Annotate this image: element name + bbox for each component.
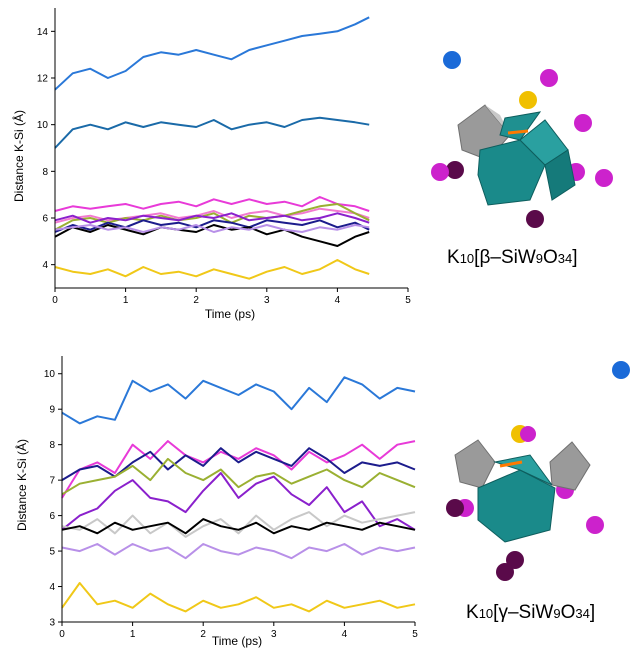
chart-beta-xtick-label: 4	[335, 295, 341, 306]
chart-gamma-ytick-label: 4	[49, 582, 55, 593]
formula-beta-open: [	[474, 247, 480, 268]
chart-beta-series-navy-line	[54, 219, 370, 233]
chart-beta-xtick-label: 2	[193, 295, 199, 306]
chart-beta-xtick-label: 5	[405, 295, 411, 306]
formula-beta-isomer: β	[479, 247, 491, 268]
chart-gamma-axes: 0 1 2 3 4 5 3 4 5 6 7 8 9 10	[44, 356, 418, 640]
molecule-gamma-illustration	[446, 361, 630, 581]
chart-beta-ytick-label: 4	[42, 260, 48, 271]
polyhedron-grey-gamma-2	[549, 441, 591, 491]
chart-beta-series-group	[54, 16, 370, 280]
formula-gamma-isomer: γ	[498, 602, 508, 623]
chart-gamma-ylabel: Distance K-Si (Å)	[14, 439, 29, 531]
chart-gamma-series-olive-line	[61, 457, 416, 496]
sphere-blue-beta	[443, 51, 461, 69]
sphere-magenta-beta-3	[446, 161, 464, 179]
chart-beta-xlabel: Time (ps)	[205, 307, 255, 321]
formula-gamma-prefix-sub: 10	[478, 606, 494, 621]
formula-beta-dash: –	[490, 247, 501, 268]
polyhedron-teal-beta-3	[544, 149, 576, 201]
chart-gamma-xtick-label: 4	[342, 629, 348, 640]
formula-gamma-body1: SiW	[518, 602, 554, 623]
formula-beta-label: K10[β–SiW9O34]	[447, 247, 578, 269]
chart-beta-ytick-label: 10	[37, 120, 49, 131]
sphere-dark-gamma-1	[446, 499, 464, 517]
sphere-magenta-gamma-1	[520, 426, 536, 442]
formula-beta-prefix-sub: 10	[459, 251, 475, 266]
formula-gamma-close: ]	[589, 602, 596, 623]
formula-beta-sub2: 34	[557, 251, 573, 266]
sphere-yellow-beta	[519, 91, 537, 109]
chart-gamma-series-lavender-line	[61, 543, 416, 560]
chart-beta-ylabel: Distance K-Si (Å)	[11, 110, 26, 202]
chart-beta-ytick-label: 6	[42, 214, 48, 225]
chart-gamma-series-group	[61, 376, 416, 613]
chart-gamma-ytick-label: 7	[49, 476, 55, 487]
chart-gamma-xtick-label: 3	[271, 629, 277, 640]
chart-beta-xtick-label: 0	[52, 295, 58, 306]
chart-gamma-series-grey-line	[61, 511, 416, 538]
formula-beta-body2: O	[543, 247, 558, 268]
formula-beta-close: ]	[572, 247, 578, 268]
chart-beta-series-yellow-line	[54, 259, 370, 280]
polyhedron-grey-gamma-1	[454, 439, 496, 489]
formula-gamma-prefix: K	[466, 602, 479, 623]
chart-beta-ytick-label: 14	[37, 27, 49, 38]
bond-orange-gamma	[499, 460, 523, 468]
chart-beta-xtick-label: 3	[264, 295, 270, 306]
chart-beta-series-purple-line	[54, 212, 370, 224]
sphere-magenta-beta-1	[540, 69, 558, 87]
formula-gamma-sub2: 34	[575, 606, 590, 621]
bond-orange-beta	[507, 129, 529, 135]
chart-gamma-ytick-label: 10	[44, 369, 56, 380]
chart-beta-series-pink_light-line	[54, 207, 370, 224]
formula-gamma-body2: O	[560, 602, 576, 623]
chart-beta-ytick-label: 12	[37, 74, 49, 85]
chart-gamma-series-black-line	[61, 518, 416, 535]
chart-gamma-ytick-label: 3	[49, 618, 55, 629]
formula-gamma-sub1: 9	[553, 606, 561, 621]
chart-beta-series-magenta-line	[54, 196, 370, 212]
chart-beta-series-lavender-line	[54, 224, 370, 233]
chart-gamma-ytick-label: 5	[49, 547, 55, 558]
chart-gamma-ytick-label: 8	[49, 440, 55, 451]
chart-gamma-xtick-label: 1	[130, 629, 136, 640]
sphere-magenta-gamma-4	[586, 516, 604, 534]
sphere-magenta-beta-4	[431, 163, 449, 181]
sphere-dark-gamma-2	[506, 551, 524, 569]
chart-beta-series-blue_dark-line	[54, 116, 370, 149]
chart-gamma-ytick-label: 9	[49, 405, 55, 416]
chart-gamma-series-yellow-line	[61, 582, 416, 613]
molecule-beta-illustration	[431, 51, 613, 228]
chart-beta-series-blue_light-line	[54, 16, 370, 91]
chart-gamma-series-navy-line	[61, 447, 416, 481]
chart-gamma-series-blue_light-line	[61, 376, 416, 425]
sphere-magenta-beta-2	[574, 114, 592, 132]
chart-gamma-series-magenta-line	[61, 440, 416, 499]
formula-beta-sub1: 9	[535, 251, 544, 266]
chart-gamma-xtick-label: 5	[412, 629, 418, 640]
chart-gamma-xtick-label: 0	[59, 629, 65, 640]
chart-gamma-ytick-label: 6	[49, 511, 55, 522]
formula-beta-body1: SiW	[500, 247, 536, 268]
chart-beta-series-black-line	[54, 224, 370, 247]
chart-gamma-xlabel: Time (ps)	[212, 634, 262, 648]
sphere-blue-gamma	[612, 361, 630, 379]
formula-gamma-label: K10[γ–SiW9O34]	[466, 602, 595, 624]
chart-beta-xtick-label: 1	[123, 295, 129, 306]
sphere-dark-gamma-3	[496, 563, 514, 581]
chart-gamma-series-purple-line	[61, 472, 416, 531]
formula-beta-prefix: K	[447, 247, 460, 268]
formula-gamma-open: [	[493, 602, 499, 623]
chart-beta-ytick-label: 8	[42, 167, 48, 178]
chart-gamma-isomer: 0 1 2 3 4 5 3 4 5 6 7 8 9 10 Time (ps) Distance K-Si …	[14, 356, 418, 648]
formula-gamma-dash: –	[507, 602, 519, 623]
chart-gamma-xtick-label: 2	[200, 629, 206, 640]
sphere-magenta-beta-6	[595, 169, 613, 187]
sphere-dark-beta	[526, 210, 544, 228]
polyhedron-teal-gamma-2	[493, 454, 553, 486]
